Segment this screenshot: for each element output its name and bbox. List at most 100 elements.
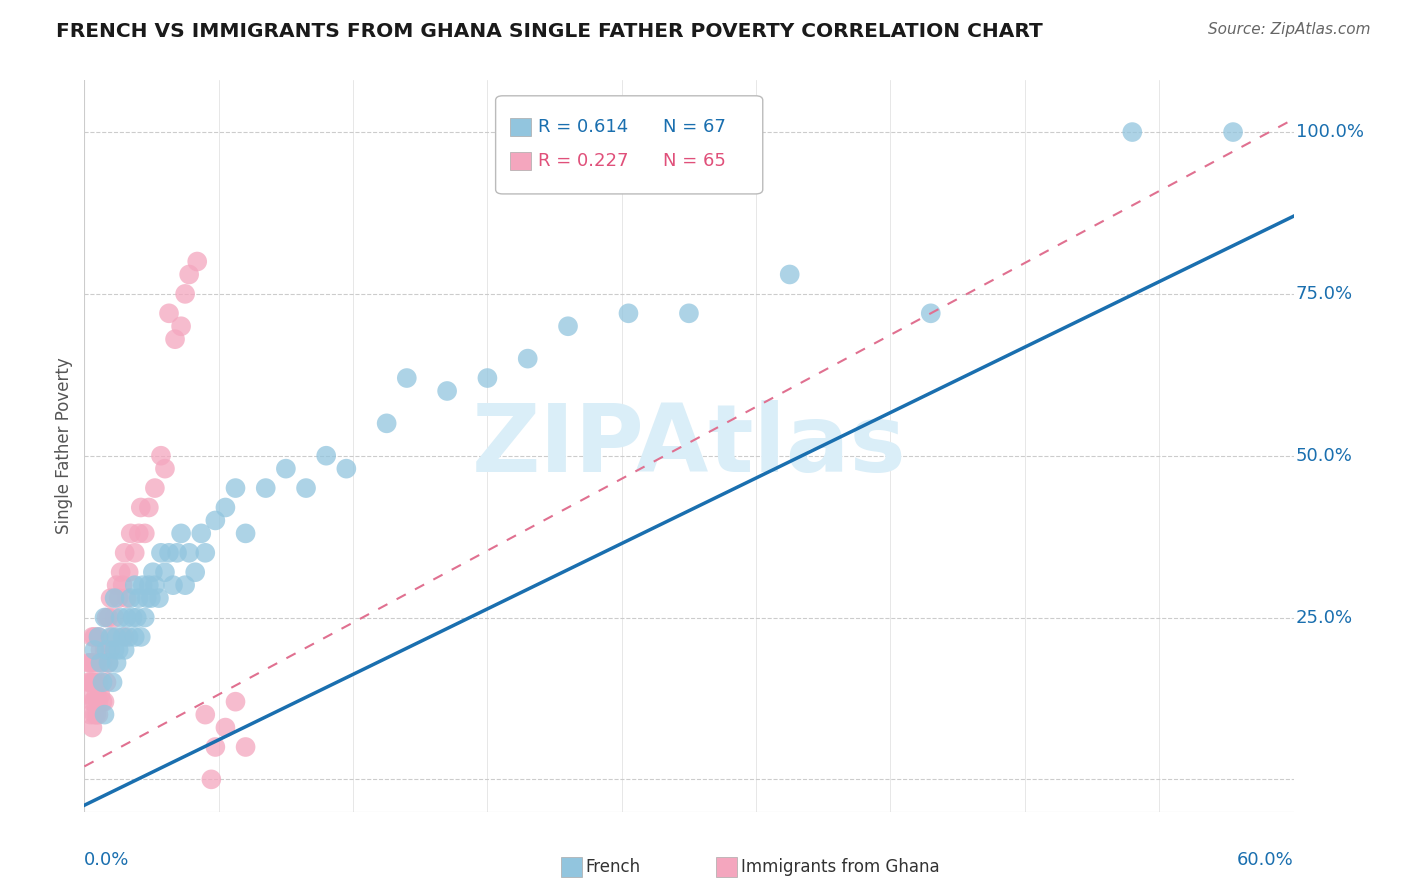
- Point: [101, 675, 124, 690]
- Point: [110, 610, 132, 624]
- Point: [87, 695, 110, 709]
- Point: [110, 566, 132, 580]
- Point: [79, 675, 101, 690]
- Point: [87, 675, 110, 690]
- Point: [89, 643, 111, 657]
- Point: [920, 306, 942, 320]
- Point: [124, 546, 146, 560]
- Text: ZIPAtlas: ZIPAtlas: [471, 400, 907, 492]
- Point: [105, 656, 128, 670]
- Point: [114, 546, 136, 560]
- Text: 0.0%: 0.0%: [84, 851, 129, 869]
- Point: [121, 610, 143, 624]
- Point: [93, 643, 115, 657]
- Point: [315, 449, 337, 463]
- Text: French: French: [585, 858, 640, 876]
- Point: [214, 721, 236, 735]
- Point: [120, 591, 142, 606]
- Point: [105, 578, 128, 592]
- Point: [186, 254, 208, 268]
- Point: [166, 546, 188, 560]
- Point: [148, 591, 170, 606]
- Point: [115, 610, 138, 624]
- Point: [93, 707, 115, 722]
- Point: [225, 695, 247, 709]
- Point: [143, 578, 166, 592]
- Point: [79, 688, 101, 702]
- Point: [125, 610, 148, 624]
- Text: Immigrants from Ghana: Immigrants from Ghana: [741, 858, 939, 876]
- Point: [83, 630, 105, 644]
- Point: [118, 566, 141, 580]
- Point: [157, 306, 180, 320]
- Point: [86, 656, 108, 670]
- Point: [1121, 125, 1143, 139]
- Text: 60.0%: 60.0%: [1237, 851, 1294, 869]
- Point: [89, 688, 111, 702]
- Point: [120, 526, 142, 541]
- Point: [128, 591, 150, 606]
- Point: [89, 656, 111, 670]
- Text: N = 65: N = 65: [664, 152, 725, 169]
- Point: [101, 630, 124, 644]
- Point: [105, 630, 128, 644]
- Point: [135, 591, 157, 606]
- Point: [100, 643, 122, 657]
- Point: [77, 656, 100, 670]
- Point: [97, 610, 120, 624]
- Point: [83, 675, 105, 690]
- Point: [82, 656, 104, 670]
- Point: [87, 630, 110, 644]
- Text: 100.0%: 100.0%: [1296, 123, 1364, 141]
- Point: [93, 695, 115, 709]
- Point: [617, 306, 640, 320]
- Y-axis label: Single Father Poverty: Single Father Poverty: [55, 358, 73, 534]
- Point: [174, 578, 197, 592]
- Point: [139, 591, 162, 606]
- Point: [114, 643, 136, 657]
- Point: [204, 513, 226, 527]
- Text: R = 0.227: R = 0.227: [537, 152, 628, 169]
- Point: [190, 526, 212, 541]
- Text: FRENCH VS IMMIGRANTS FROM GHANA SINGLE FATHER POVERTY CORRELATION CHART: FRENCH VS IMMIGRANTS FROM GHANA SINGLE F…: [56, 22, 1043, 41]
- Point: [143, 481, 166, 495]
- Point: [97, 656, 120, 670]
- Point: [142, 566, 165, 580]
- Point: [79, 707, 101, 722]
- Point: [86, 707, 108, 722]
- Point: [82, 695, 104, 709]
- Point: [124, 630, 146, 644]
- Point: [194, 546, 217, 560]
- Point: [274, 461, 297, 475]
- Point: [134, 526, 156, 541]
- Point: [129, 630, 152, 644]
- Point: [138, 500, 160, 515]
- Point: [335, 461, 357, 475]
- Point: [170, 526, 193, 541]
- Point: [395, 371, 418, 385]
- Point: [129, 500, 152, 515]
- Point: [96, 643, 118, 657]
- Point: [111, 578, 134, 592]
- Point: [179, 268, 201, 282]
- Point: [115, 591, 138, 606]
- Point: [153, 566, 176, 580]
- Text: N = 67: N = 67: [664, 118, 725, 136]
- Point: [79, 656, 101, 670]
- Point: [82, 675, 104, 690]
- Point: [86, 688, 108, 702]
- Point: [149, 449, 172, 463]
- Point: [107, 643, 129, 657]
- Point: [124, 578, 146, 592]
- Point: [214, 500, 236, 515]
- Point: [557, 319, 579, 334]
- Text: Source: ZipAtlas.com: Source: ZipAtlas.com: [1208, 22, 1371, 37]
- Point: [128, 526, 150, 541]
- Point: [516, 351, 538, 366]
- Point: [93, 610, 115, 624]
- Text: R = 0.614: R = 0.614: [537, 118, 628, 136]
- Point: [1222, 125, 1244, 139]
- Point: [134, 610, 156, 624]
- Point: [436, 384, 458, 398]
- Point: [375, 417, 398, 431]
